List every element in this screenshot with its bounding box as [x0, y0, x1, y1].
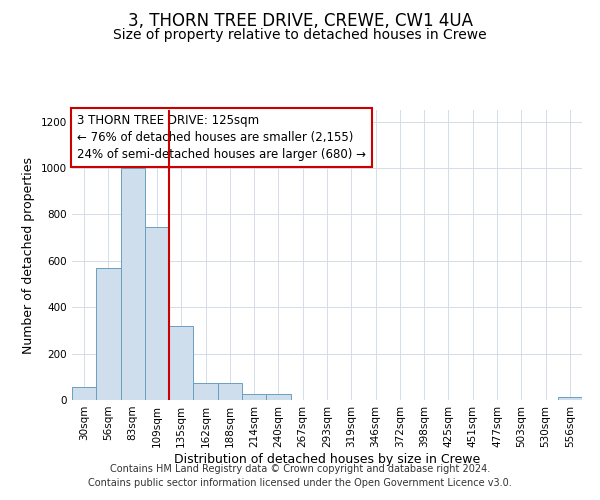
- Bar: [145, 227, 169, 400]
- Bar: [193, 382, 218, 400]
- Bar: [72, 387, 96, 400]
- Text: 3 THORN TREE DRIVE: 125sqm
← 76% of detached houses are smaller (2,155)
24% of s: 3 THORN TREE DRIVE: 125sqm ← 76% of deta…: [77, 114, 366, 162]
- X-axis label: Distribution of detached houses by size in Crewe: Distribution of detached houses by size …: [174, 452, 480, 466]
- Bar: [169, 326, 193, 400]
- Bar: [266, 394, 290, 400]
- Text: Size of property relative to detached houses in Crewe: Size of property relative to detached ho…: [113, 28, 487, 42]
- Bar: [558, 396, 582, 400]
- Bar: [218, 382, 242, 400]
- Bar: [242, 394, 266, 400]
- Text: 3, THORN TREE DRIVE, CREWE, CW1 4UA: 3, THORN TREE DRIVE, CREWE, CW1 4UA: [128, 12, 473, 30]
- Y-axis label: Number of detached properties: Number of detached properties: [22, 156, 35, 354]
- Text: Contains HM Land Registry data © Crown copyright and database right 2024.
Contai: Contains HM Land Registry data © Crown c…: [88, 464, 512, 487]
- Bar: [121, 168, 145, 400]
- Bar: [96, 268, 121, 400]
